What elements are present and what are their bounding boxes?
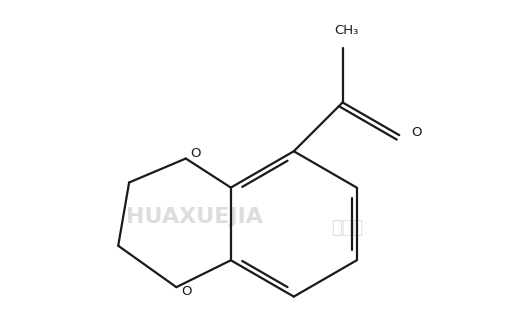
Text: HUAXUEJIA: HUAXUEJIA [126,207,263,227]
Text: O: O [181,285,192,298]
Text: CH₃: CH₃ [334,24,359,37]
Text: 化学加: 化学加 [331,218,363,237]
Text: O: O [190,147,201,160]
Text: O: O [412,126,422,140]
